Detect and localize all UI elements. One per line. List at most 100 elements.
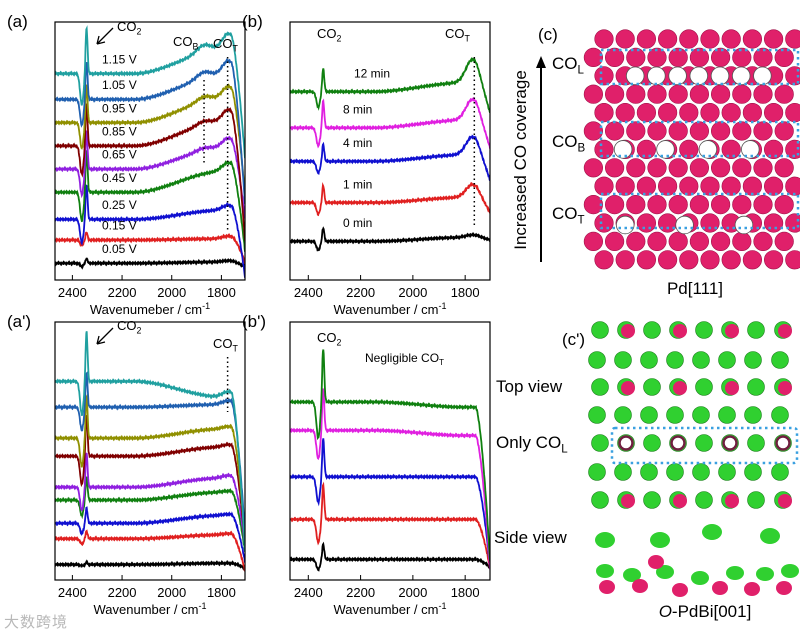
series-group-b2 [290,349,490,572]
series-label: 0.15 V [102,219,137,233]
bi-atom [596,564,614,578]
series-line-1min [290,181,490,217]
pd-atom [689,84,710,104]
series-line-0.95V [55,393,245,540]
pd-atom [710,158,731,178]
pd-atom [636,176,657,196]
bi-atom [640,463,658,481]
series-line-12min [290,56,490,113]
series-line-0.15V [55,231,245,265]
pd-atom [647,158,667,178]
bi-atom [591,378,609,396]
pd-atom [774,158,794,178]
arrow-icon [96,27,114,45]
pd-atom [615,250,635,270]
panel-label-b2: (b') [242,312,266,331]
pd-atom [710,195,731,215]
pd-atom [583,195,604,215]
side-view-label: Side view [494,528,567,547]
pd-atom [763,102,784,123]
bi-atom [695,491,713,509]
series-line-12min [290,349,490,562]
pd-atom [753,158,773,178]
co-molecule [647,66,666,86]
pd-atom [700,29,720,49]
pd-atom [712,581,728,595]
pdbi-side-view [595,524,799,597]
series-line-8min [290,96,490,149]
pd-atom [785,176,800,196]
pd-atom [774,84,794,104]
series-label: 1.05 V [102,78,137,92]
pd-atom [763,176,784,196]
series-line-1min [290,481,490,570]
pd-atom [657,213,678,233]
pd-atom [689,158,710,178]
series-label: 0.25 V [102,198,137,212]
panel-label-a2: (a') [7,312,31,331]
pd-atom [679,139,699,159]
bi-atom [666,463,684,481]
series-label: 0.85 V [102,125,137,139]
bi-atom [756,567,774,581]
bi-atom [747,434,765,452]
pd-atom [753,231,773,251]
cot-annotation: Negligible COT [365,351,444,367]
pd-atom [763,213,784,233]
pd-atom [615,29,635,49]
pd-atom [753,195,773,215]
bi-atom [691,571,709,585]
pd-atom [657,176,678,196]
pd-atom [744,582,760,596]
series-line-0.45V [55,476,245,552]
pd-atom [615,102,635,123]
pd-atom [673,494,687,508]
coverage-label-0: COL [552,54,585,76]
panel-label-c: (c) [538,25,558,44]
pd-atom [742,250,763,270]
pd-atom [778,494,792,508]
x-tick-label: 2200 [108,585,137,600]
series-label: 8 min [343,103,372,117]
x-tick-label: 1800 [207,285,236,300]
co-molecule [722,435,738,451]
caption-pdbi: O-PdBi[001] [659,602,752,621]
co-molecule [625,66,645,86]
bi-atom [666,351,684,369]
x-tick-label: 2400 [294,585,323,600]
plot-frame-b [289,21,491,281]
bi-atom [595,532,615,548]
bi-atom [744,406,762,424]
cot-annotation: COT [213,36,239,53]
caption-pd111: Pd[111] [667,279,723,298]
x-tick-label: 1800 [451,285,480,300]
pd-atom [785,250,800,270]
x-tick-label: 2000 [157,585,186,600]
bi-atom [591,434,609,452]
pd-atom [700,213,720,233]
pd-atom [785,103,800,123]
pd-atom [721,29,741,49]
plot-frame-a2 [54,321,246,581]
pd-atom [673,381,687,395]
pd-atom [594,176,614,196]
pd-atom [732,121,752,141]
pd-atom [583,158,604,178]
pd-atom [679,102,699,123]
pd-atom [626,84,646,104]
pd-atom [626,47,646,68]
pd-atom [583,231,604,251]
pd-atom [672,583,688,597]
pd-atom [604,158,625,178]
pd-atom [657,102,678,123]
co-molecule [753,66,772,86]
series-line-0.25V [55,506,245,563]
pd-atom [673,324,687,338]
series-line-0.05V [55,559,245,571]
bi-atom [643,321,661,339]
series-line-0.85V [55,103,245,241]
pd-atom [668,158,688,178]
co-molecule [618,435,634,451]
series-group-a2 [55,331,245,572]
